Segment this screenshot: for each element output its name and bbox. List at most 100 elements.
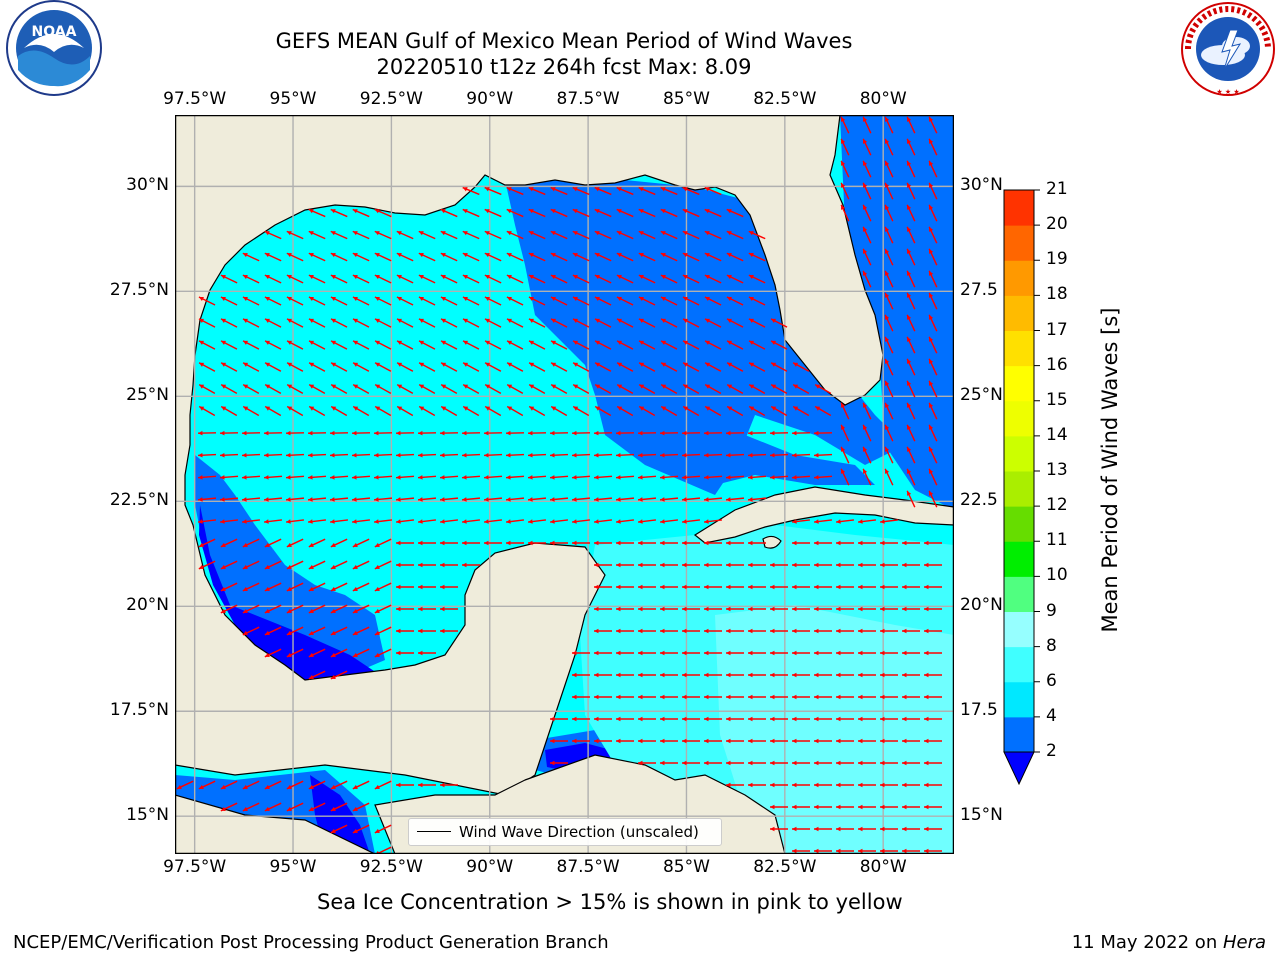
wave-direction-arrow [308, 670, 326, 680]
wave-direction-arrow [858, 584, 876, 590]
wave-direction-arrow [176, 780, 194, 790]
map-title-line1: GEFS MEAN Gulf of Mexico Mean Period of … [275, 29, 853, 53]
wave-direction-arrow [572, 208, 590, 218]
wave-direction-arrow [506, 384, 524, 394]
wave-direction-arrow [461, 475, 481, 480]
wave-direction-arrow [550, 540, 568, 546]
colorbar-segment [1004, 400, 1034, 437]
colorbar-tick-label: 21 [1046, 179, 1068, 199]
wave-direction-arrow [396, 405, 414, 417]
wave-direction-arrow [374, 582, 392, 592]
wave-direction-arrow [374, 340, 392, 350]
period-zone-caribbean-high [715, 605, 954, 854]
wave-direction-arrow [928, 402, 938, 420]
wave-direction-arrow [682, 405, 700, 417]
colorbar-tick-label: 19 [1046, 249, 1068, 270]
wave-direction-arrow [836, 716, 854, 722]
wave-direction-arrow [682, 606, 700, 612]
wave-direction-arrow [814, 672, 832, 678]
wave-direction-arrow [681, 430, 701, 436]
wave-direction-arrow [814, 694, 832, 700]
wave-direction-arrow [264, 318, 282, 328]
wave-direction-arrow [704, 738, 722, 744]
wave-direction-arrow [330, 252, 348, 262]
wave-direction-arrow [220, 604, 238, 614]
wave-direction-arrow [440, 274, 458, 284]
period-zone-campeche-low [199, 505, 380, 685]
wave-direction-arrow [308, 802, 326, 812]
wave-direction-arrow [928, 336, 938, 354]
wave-direction-arrow [395, 519, 415, 524]
wave-direction-arrow [884, 336, 894, 354]
wave-direction-arrow [242, 362, 260, 372]
wave-direction-arrow [440, 584, 458, 590]
colorbar-tick-label: 17 [1046, 319, 1068, 340]
wave-direction-arrow [594, 628, 612, 634]
wave-direction-arrow [862, 226, 872, 244]
wave-direction-arrow [506, 362, 524, 372]
wave-direction-arrow [638, 362, 656, 372]
wave-direction-arrow [198, 780, 216, 790]
wave-direction-arrow [638, 405, 656, 417]
wave-direction-arrow [352, 604, 370, 614]
wave-direction-arrow [880, 628, 898, 634]
wave-direction-arrow [726, 782, 744, 788]
wave-direction-arrow [220, 582, 238, 592]
wave-direction-arrow [928, 270, 938, 288]
wave-direction-arrow [550, 384, 568, 394]
wave-direction-arrow [571, 497, 591, 502]
colorbar-tick-label: 14 [1046, 424, 1068, 445]
wave-direction-arrow [462, 318, 480, 328]
wave-direction-arrow [572, 296, 590, 306]
wave-direction-arrow [924, 826, 942, 832]
wave-direction-arrow [330, 824, 348, 834]
wave-direction-arrow [906, 468, 916, 486]
wave-direction-arrow [242, 274, 260, 284]
wave-direction-arrow [616, 540, 634, 546]
wave-direction-arrow [928, 248, 938, 266]
lat-label-right: 27.5 [960, 280, 998, 301]
wave-direction-arrow [528, 186, 546, 196]
wave-direction-arrow [660, 362, 678, 372]
wave-direction-arrow [858, 672, 876, 678]
wave-direction-arrow [418, 584, 436, 590]
wave-direction-arrow [572, 672, 590, 678]
lat-label-left: 30°N [126, 175, 169, 196]
wave-direction-arrow [770, 628, 788, 634]
wave-direction-arrow [308, 604, 326, 614]
wave-direction-arrow [906, 204, 916, 222]
wave-direction-arrow [330, 362, 348, 372]
wave-direction-arrow [484, 252, 502, 262]
wave-direction-arrow [792, 362, 810, 372]
wave-direction-arrow [439, 475, 459, 480]
lat-label-right: 22.5 [960, 490, 998, 511]
wave-direction-arrow [792, 716, 810, 722]
colorbar-tick-label: 6 [1046, 670, 1057, 691]
gulf-map [175, 115, 954, 854]
wave-direction-arrow [549, 519, 569, 524]
wave-direction-arrow [506, 186, 524, 196]
wave-direction-arrow [880, 782, 898, 788]
wave-direction-arrow [792, 694, 810, 700]
wave-direction-arrow [616, 186, 634, 196]
wave-direction-arrow [862, 160, 872, 178]
wave-direction-arrow [616, 672, 634, 678]
wave-direction-arrow [703, 519, 723, 524]
lat-label-left: 22.5°N [109, 490, 169, 511]
wave-direction-arrow [528, 208, 546, 218]
wave-direction-arrow [638, 760, 656, 766]
wave-direction-arrow [704, 584, 722, 590]
colorbar-segment [1004, 295, 1034, 331]
wave-direction-arrow [906, 314, 916, 332]
wave-direction-arrow [396, 628, 414, 634]
wave-direction-arrow [374, 274, 392, 284]
wave-direction-arrow [308, 230, 326, 240]
wave-direction-arrow [726, 738, 744, 744]
wave-direction-arrow [748, 340, 766, 350]
wave-direction-arrow [906, 292, 916, 310]
wave-direction-arrow [792, 738, 810, 744]
wave-direction-arrow [264, 340, 282, 350]
wave-direction-arrow [418, 384, 436, 394]
wave-direction-arrow [572, 230, 590, 240]
wave-direction-arrow [219, 452, 239, 458]
